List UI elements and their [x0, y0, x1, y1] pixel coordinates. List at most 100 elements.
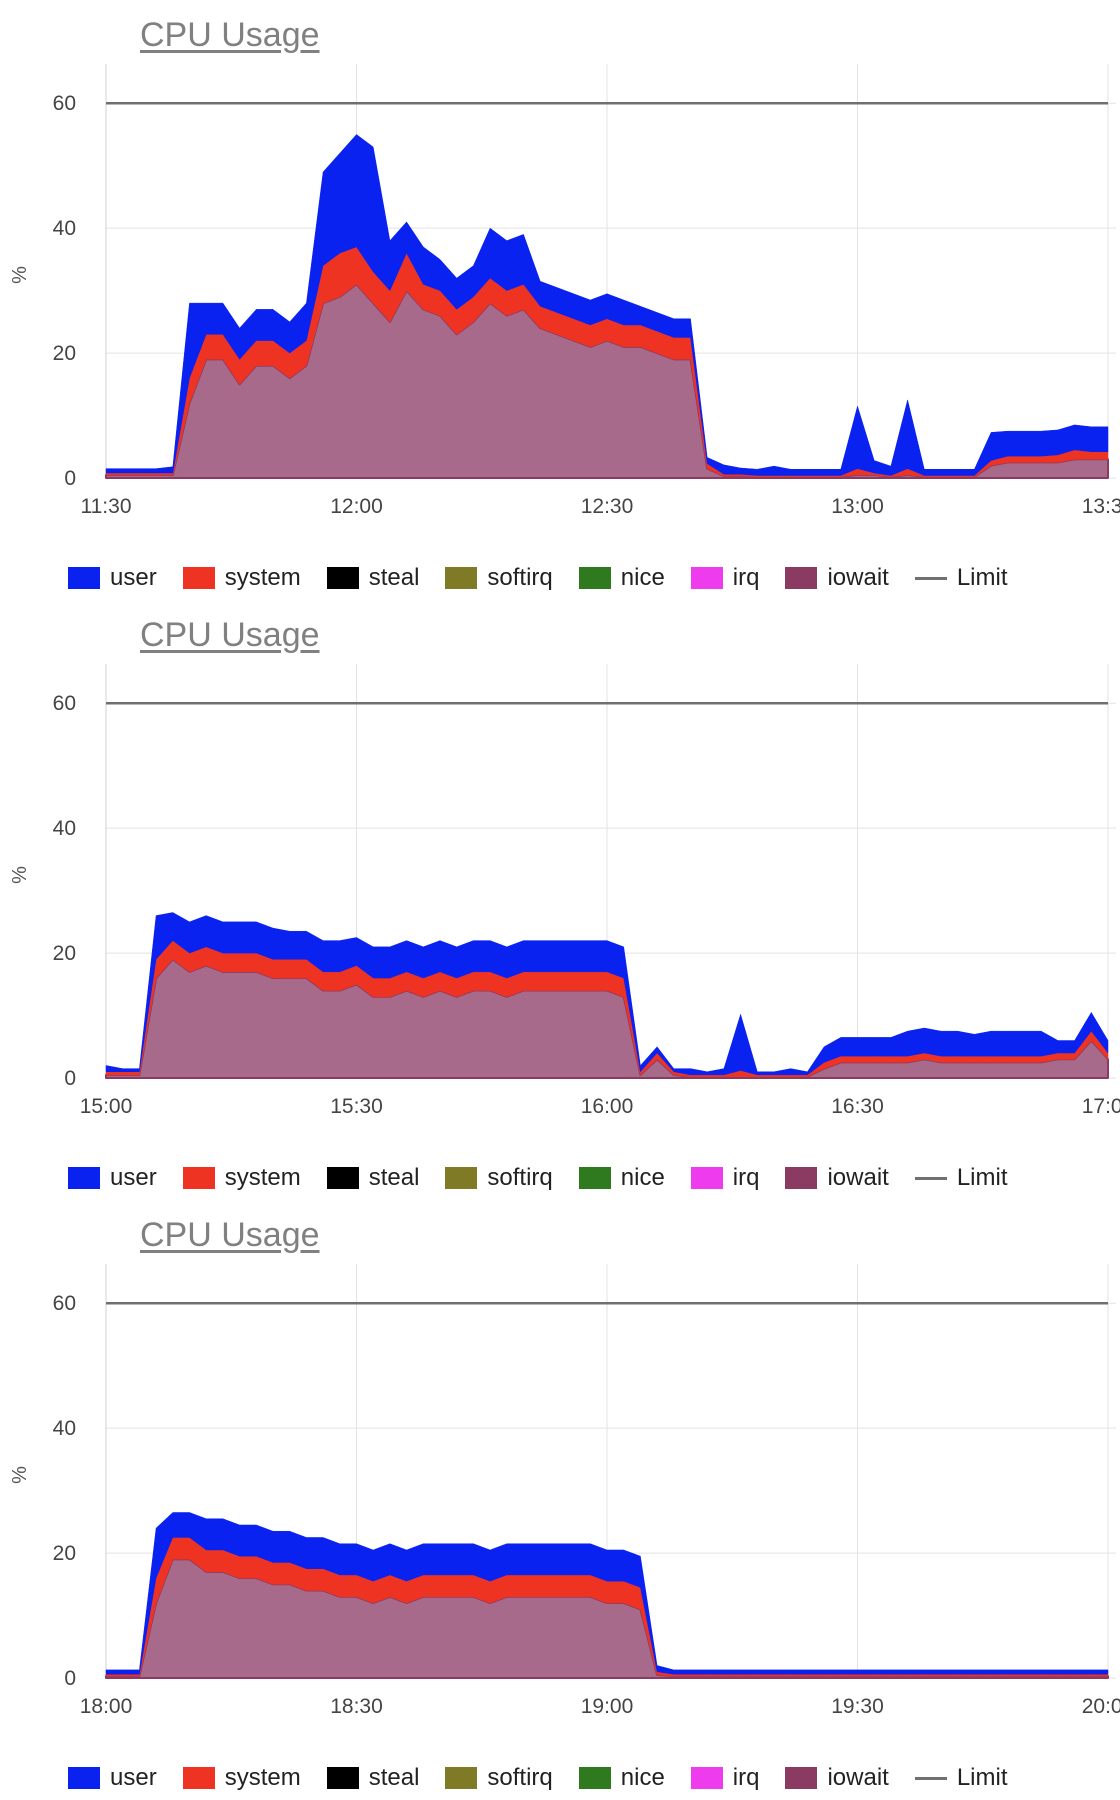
x-tick-label: 16:00 — [581, 1095, 634, 1118]
legend-item-softirq[interactable]: softirq — [445, 564, 553, 592]
legend-item-irq[interactable]: irq — [690, 1164, 759, 1192]
legend-label: nice — [620, 1764, 665, 1791]
chart-legend: user system steal softirq nice irq iowait Limit — [68, 558, 1034, 598]
legend-swatch — [914, 576, 947, 580]
legend-swatch — [445, 1767, 478, 1789]
legend-item-nice[interactable]: nice — [578, 1764, 665, 1792]
legend-item-user[interactable]: user — [68, 1164, 157, 1192]
legend-item-limit[interactable]: Limit — [914, 1164, 1008, 1192]
y-tick-label: 60 — [53, 1292, 76, 1315]
cpu-usage-panel-2: CPU Usage 0 20 40 60 15:00 15:30 16:00 16:30 17:0… — [0, 600, 1120, 1200]
legend-item-limit[interactable]: Limit — [914, 1764, 1008, 1792]
legend-item-iowait[interactable]: iowait — [785, 564, 889, 592]
legend-item-system[interactable]: system — [182, 1764, 301, 1792]
chart-title[interactable]: CPU Usage — [140, 1216, 320, 1254]
legend-swatch — [785, 567, 818, 589]
legend-item-steal[interactable]: steal — [326, 1164, 420, 1192]
legend-swatch — [914, 1176, 947, 1180]
area-series-user — [105, 912, 1109, 1076]
legend-label: softirq — [487, 1164, 553, 1191]
legend-label: softirq — [487, 1764, 553, 1791]
legend-label: user — [110, 564, 157, 591]
legend-item-irq[interactable]: irq — [690, 1764, 759, 1792]
x-tick-label: 11:30 — [81, 495, 132, 518]
legend-item-system[interactable]: system — [182, 564, 301, 592]
legend-label: system — [224, 1164, 301, 1191]
legend-swatch — [182, 1767, 215, 1789]
legend-label: iowait — [827, 1164, 889, 1191]
y-tick-label: 20 — [53, 942, 76, 965]
legend-item-system[interactable]: system — [182, 1164, 301, 1192]
y-tick-label: 20 — [53, 342, 76, 365]
legend-swatch — [914, 1776, 947, 1780]
legend-item-nice[interactable]: nice — [578, 1164, 665, 1192]
x-tick-label: 20:00 — [1082, 1695, 1120, 1718]
y-axis-label: % — [9, 1466, 31, 1484]
legend-swatch — [690, 1767, 723, 1789]
cpu-usage-chart: 0 20 40 60 18:00 18:30 19:00 19:30 20:00% — [9, 1264, 1120, 1718]
x-tick-label: 19:00 — [581, 1695, 634, 1718]
x-tick-label: 12:30 — [581, 495, 634, 518]
legend-label: user — [110, 1164, 157, 1191]
legend-swatch — [326, 1167, 359, 1189]
legend-swatch — [182, 1167, 215, 1189]
cpu-usage-chart: 0 20 40 60 11:30 12:00 12:30 13:00 13:30% — [9, 64, 1120, 518]
legend-swatch — [785, 1767, 818, 1789]
legend-label: steal — [368, 1764, 420, 1791]
legend-label: Limit — [956, 1164, 1008, 1191]
y-tick-label: 0 — [64, 467, 76, 490]
x-tick-label: 13:00 — [831, 495, 884, 518]
legend-item-iowait[interactable]: iowait — [785, 1764, 889, 1792]
chart-title[interactable]: CPU Usage — [140, 616, 320, 654]
area-series-user — [105, 134, 1109, 476]
legend-item-steal[interactable]: steal — [326, 1764, 420, 1792]
legend-swatch — [578, 1767, 611, 1789]
x-tick-label: 18:30 — [330, 1695, 383, 1718]
legend-item-iowait[interactable]: iowait — [785, 1164, 889, 1192]
legend-swatch — [68, 567, 100, 589]
y-axis-label: % — [9, 266, 31, 284]
legend-label: steal — [368, 1164, 420, 1191]
chart-legend: user system steal softirq nice irq iowait Limit — [68, 1758, 1034, 1798]
x-tick-label: 15:30 — [330, 1095, 383, 1118]
legend-item-user[interactable]: user — [68, 1764, 157, 1792]
legend-swatch — [690, 567, 723, 589]
legend-label: nice — [620, 1164, 665, 1191]
y-tick-label: 0 — [64, 1067, 76, 1090]
legend-label: nice — [620, 564, 665, 591]
legend-label: Limit — [956, 1764, 1008, 1791]
legend-swatch — [326, 567, 359, 589]
legend-item-irq[interactable]: irq — [690, 564, 760, 592]
legend-label: user — [110, 1764, 157, 1791]
y-tick-label: 60 — [53, 92, 76, 115]
legend-label: system — [224, 564, 301, 591]
x-tick-label: 19:30 — [831, 1695, 884, 1718]
chart-title[interactable]: CPU Usage — [140, 16, 320, 54]
legend-item-steal[interactable]: steal — [326, 564, 420, 592]
legend-label: iowait — [827, 1764, 889, 1791]
legend-swatch — [690, 1167, 723, 1189]
y-tick-label: 20 — [53, 1542, 76, 1565]
legend-swatch — [68, 1167, 100, 1189]
legend-label: Limit — [956, 564, 1008, 591]
legend-label: system — [224, 1764, 301, 1791]
legend-item-user[interactable]: user — [68, 564, 157, 592]
cpu-usage-panel-1: CPU Usage 0 20 40 60 11:30 12:00 12:30 13:00 13:3… — [0, 0, 1120, 600]
legend-item-limit[interactable]: Limit — [914, 564, 1008, 592]
y-tick-label: 60 — [53, 692, 76, 715]
legend-label: irq — [732, 564, 760, 591]
legend-swatch — [578, 1167, 611, 1189]
legend-label: steal — [368, 564, 420, 591]
x-tick-label: 13:30 — [1082, 495, 1120, 518]
y-tick-label: 40 — [53, 217, 76, 240]
area-series-user — [105, 1512, 1109, 1675]
chart-legend: user system steal softirq nice irq iowait Limit — [68, 1158, 1034, 1198]
legend-label: softirq — [487, 564, 553, 591]
legend-item-softirq[interactable]: softirq — [445, 1164, 553, 1192]
x-tick-label: 18:00 — [80, 1695, 133, 1718]
legend-label: iowait — [827, 564, 889, 591]
x-tick-label: 16:30 — [831, 1095, 884, 1118]
legend-item-softirq[interactable]: softirq — [445, 1764, 553, 1792]
legend-item-nice[interactable]: nice — [578, 564, 665, 592]
legend-swatch — [326, 1767, 359, 1789]
